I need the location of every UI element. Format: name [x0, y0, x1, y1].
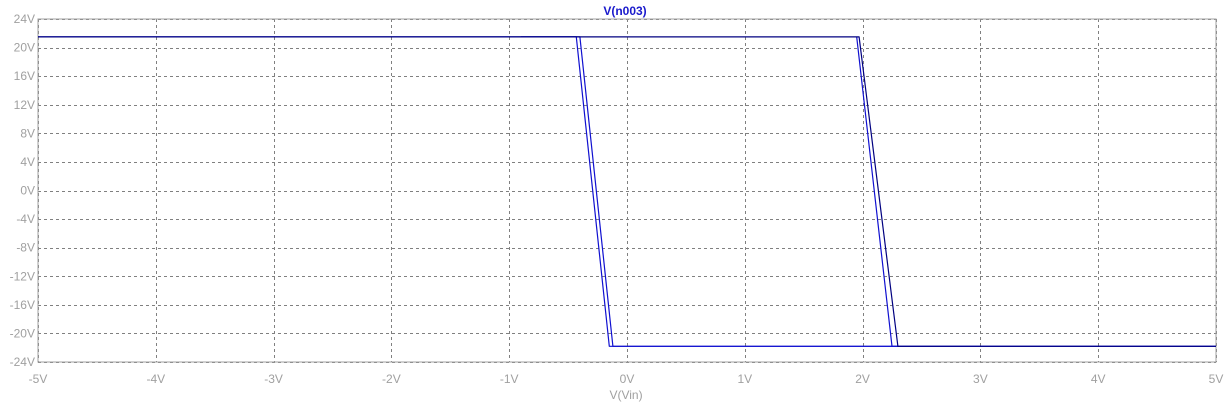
y-tick-label: -4V — [16, 212, 35, 226]
x-tick-label: 4V — [1091, 372, 1106, 386]
series-1-line-1 — [856, 36, 898, 347]
x-tick-label: 5V — [1209, 372, 1224, 386]
grid — [38, 19, 1217, 363]
plot-frame — [37, 18, 1217, 363]
chart-title: V(n003) — [603, 4, 646, 18]
y-tick-label: -20V — [10, 326, 35, 340]
y-tick-label: -16V — [10, 298, 35, 312]
x-tick-label: -2V — [382, 372, 401, 386]
y-tick-label: -8V — [16, 241, 35, 255]
y-tick-labels: 24V 20V 16V 12V 8V 4V 0V -4V -8V -12V -16V -20V -24V — [10, 12, 35, 369]
x-tick-label: -3V — [264, 372, 283, 386]
y-tick-label: 4V — [20, 155, 35, 169]
y-tick-label: 20V — [14, 41, 35, 55]
x-tick-label: -5V — [29, 372, 48, 386]
x-tick-label: 1V — [737, 372, 752, 386]
series-layer — [38, 36, 1216, 347]
y-tick-label: 16V — [14, 69, 35, 83]
y-tick-label: 12V — [14, 98, 35, 112]
x-axis-label: V(Vin) — [609, 388, 642, 402]
x-tick-label: -4V — [146, 372, 165, 386]
x-tick-label: 3V — [973, 372, 988, 386]
x-tick-labels: -5V -4V -3V -2V -1V 0V 1V 2V 3V 4V 5V — [29, 372, 1224, 386]
y-tick-label: -24V — [10, 355, 35, 369]
x-tick-label: -1V — [500, 372, 519, 386]
y-tick-label: 24V — [14, 12, 35, 26]
y-tick-label: 0V — [20, 184, 35, 198]
x-tick-label: 2V — [855, 372, 870, 386]
x-tick-label: 0V — [620, 372, 635, 386]
y-tick-label: -12V — [10, 269, 35, 283]
y-tick-label: 8V — [20, 126, 35, 140]
series-2-line-0 — [38, 36, 1216, 347]
